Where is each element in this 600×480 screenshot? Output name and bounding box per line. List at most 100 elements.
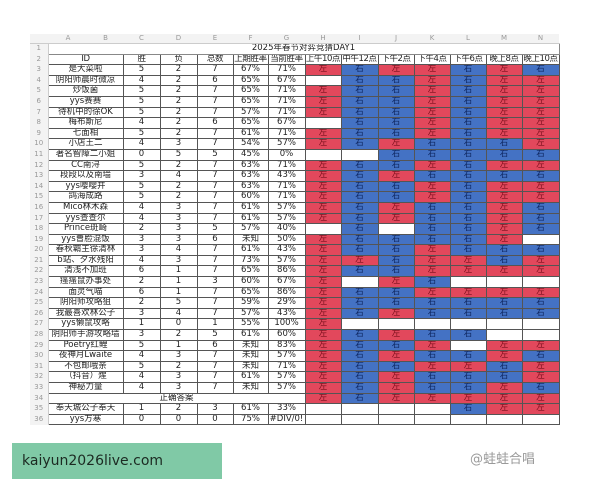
- pick-cell[interactable]: 右: [377, 117, 415, 129]
- pick-cell[interactable]: 左: [304, 159, 342, 172]
- pick-cell[interactable]: 左: [304, 85, 342, 97]
- stat-cell[interactable]: 1: [196, 318, 234, 331]
- pick-cell[interactable]: 右: [521, 170, 560, 182]
- stat-cell[interactable]: 7: [196, 201, 234, 214]
- header-cell[interactable]: 晚上10点: [521, 53, 560, 66]
- pick-cell[interactable]: 右: [449, 382, 487, 394]
- pick-cell[interactable]: 左: [413, 339, 451, 352]
- pick-cell[interactable]: [304, 403, 342, 415]
- pick-cell[interactable]: 右: [377, 106, 415, 119]
- stat-cell[interactable]: 2: [122, 223, 161, 235]
- stat-cell[interactable]: 2: [159, 180, 198, 193]
- id-cell[interactable]: 段段以及南墙: [47, 170, 124, 182]
- row-header[interactable]: 30: [30, 350, 49, 362]
- header-cell[interactable]: 总数: [196, 53, 234, 66]
- stat-cell[interactable]: 0%: [267, 148, 306, 161]
- row-header[interactable]: 12: [30, 160, 49, 171]
- header-cell[interactable]: 胜: [122, 53, 161, 66]
- stat-cell[interactable]: #DIV/0!: [267, 413, 306, 426]
- stat-cell[interactable]: 61%: [232, 201, 269, 214]
- stat-cell[interactable]: 2: [159, 64, 198, 76]
- pick-cell[interactable]: 左: [304, 382, 342, 394]
- pick-cell[interactable]: 右: [449, 212, 487, 225]
- pick-cell[interactable]: [521, 413, 560, 426]
- pick-cell[interactable]: [413, 413, 451, 426]
- pick-cell[interactable]: 左: [304, 307, 342, 320]
- id-cell[interactable]: 阴阳师攻略狙: [47, 297, 124, 309]
- stat-cell[interactable]: 3: [122, 233, 161, 246]
- row-header[interactable]: 5: [30, 85, 49, 97]
- pick-cell[interactable]: 右: [340, 371, 379, 383]
- stat-cell[interactable]: 2: [122, 297, 161, 309]
- pick-cell[interactable]: [340, 413, 379, 426]
- pick-cell[interactable]: 右: [449, 74, 487, 87]
- pick-cell[interactable]: [304, 413, 342, 426]
- pick-cell[interactable]: 右: [377, 127, 415, 140]
- pick-cell[interactable]: 右: [377, 191, 415, 203]
- pick-cell[interactable]: 右: [485, 371, 523, 383]
- stat-cell[interactable]: 0: [159, 413, 198, 426]
- row-header[interactable]: 18: [30, 223, 49, 235]
- stat-cell[interactable]: 86%: [267, 265, 306, 278]
- stat-cell[interactable]: 57%: [267, 138, 306, 150]
- stat-cell[interactable]: 1: [122, 318, 161, 331]
- sheet-grid[interactable]: A B C D E F G H I J K L M N 1 2025年春节对弈竞猜DAY1 2 ID 胜负总数 上期胜…: [30, 34, 560, 426]
- stat-cell[interactable]: 61%: [232, 371, 269, 383]
- pick-cell[interactable]: 右: [413, 223, 451, 235]
- stat-cell[interactable]: 4: [122, 138, 161, 150]
- pick-cell[interactable]: 右: [340, 286, 379, 299]
- answer-pick-cell[interactable]: 左: [413, 392, 451, 405]
- pick-cell[interactable]: 左: [485, 403, 523, 415]
- pick-cell[interactable]: 左: [485, 201, 523, 214]
- ad-banner[interactable]: kaiyun2026live.com: [12, 443, 222, 479]
- pick-cell[interactable]: 左: [521, 138, 560, 150]
- stat-cell[interactable]: 5: [122, 360, 161, 373]
- stat-cell[interactable]: 5: [122, 180, 161, 193]
- stat-cell[interactable]: 59%: [232, 297, 269, 309]
- row-header[interactable]: 2: [30, 54, 49, 65]
- pick-cell[interactable]: 右: [449, 64, 487, 76]
- id-cell[interactable]: 不包邮哦亲: [47, 360, 124, 373]
- header-cell[interactable]: ID: [47, 53, 124, 66]
- stat-cell[interactable]: 7: [196, 127, 234, 140]
- pick-cell[interactable]: 左: [413, 106, 451, 119]
- pick-cell[interactable]: 左: [304, 339, 342, 352]
- pick-cell[interactable]: 右: [413, 297, 451, 309]
- stat-cell[interactable]: 未知: [232, 233, 269, 246]
- stat-cell[interactable]: 1: [159, 276, 198, 288]
- pick-cell[interactable]: 左: [413, 159, 451, 172]
- pick-cell[interactable]: 左: [377, 350, 415, 362]
- stat-cell[interactable]: 2: [159, 191, 198, 203]
- pick-cell[interactable]: 左: [521, 74, 560, 87]
- stat-cell[interactable]: 6: [122, 286, 161, 299]
- pick-cell[interactable]: 左: [485, 286, 523, 299]
- pick-cell[interactable]: 右: [485, 244, 523, 256]
- column-header[interactable]: J: [378, 34, 414, 44]
- pick-cell[interactable]: 右: [340, 307, 379, 320]
- pick-cell[interactable]: [485, 276, 523, 288]
- id-cell[interactable]: 炒饭菌: [47, 85, 124, 97]
- stat-cell[interactable]: 63%: [232, 170, 269, 182]
- pick-cell[interactable]: 右: [413, 170, 451, 182]
- id-cell[interactable]: yys赛赛: [47, 95, 124, 108]
- pick-cell[interactable]: 左: [413, 74, 451, 87]
- pick-cell[interactable]: 右: [340, 297, 379, 309]
- pick-cell[interactable]: 左: [485, 85, 523, 97]
- pick-cell[interactable]: 右: [340, 64, 379, 76]
- stat-cell[interactable]: 5: [159, 297, 198, 309]
- pick-cell[interactable]: 右: [521, 212, 560, 225]
- stat-cell[interactable]: 5: [122, 339, 161, 352]
- id-cell[interactable]: 清浅不加班: [47, 265, 124, 278]
- stat-cell[interactable]: 4: [159, 170, 198, 182]
- pick-cell[interactable]: [304, 148, 342, 161]
- row-header[interactable]: 20: [30, 244, 49, 256]
- pick-cell[interactable]: 左: [485, 117, 523, 129]
- pick-cell[interactable]: 右: [413, 212, 451, 225]
- pick-cell[interactable]: 右: [449, 117, 487, 129]
- pick-cell[interactable]: 右: [521, 201, 560, 214]
- pick-cell[interactable]: [377, 403, 415, 415]
- stat-cell[interactable]: 7: [196, 85, 234, 97]
- pick-cell[interactable]: 右: [485, 148, 523, 161]
- stat-cell[interactable]: 2: [159, 127, 198, 140]
- pick-cell[interactable]: 左: [377, 371, 415, 383]
